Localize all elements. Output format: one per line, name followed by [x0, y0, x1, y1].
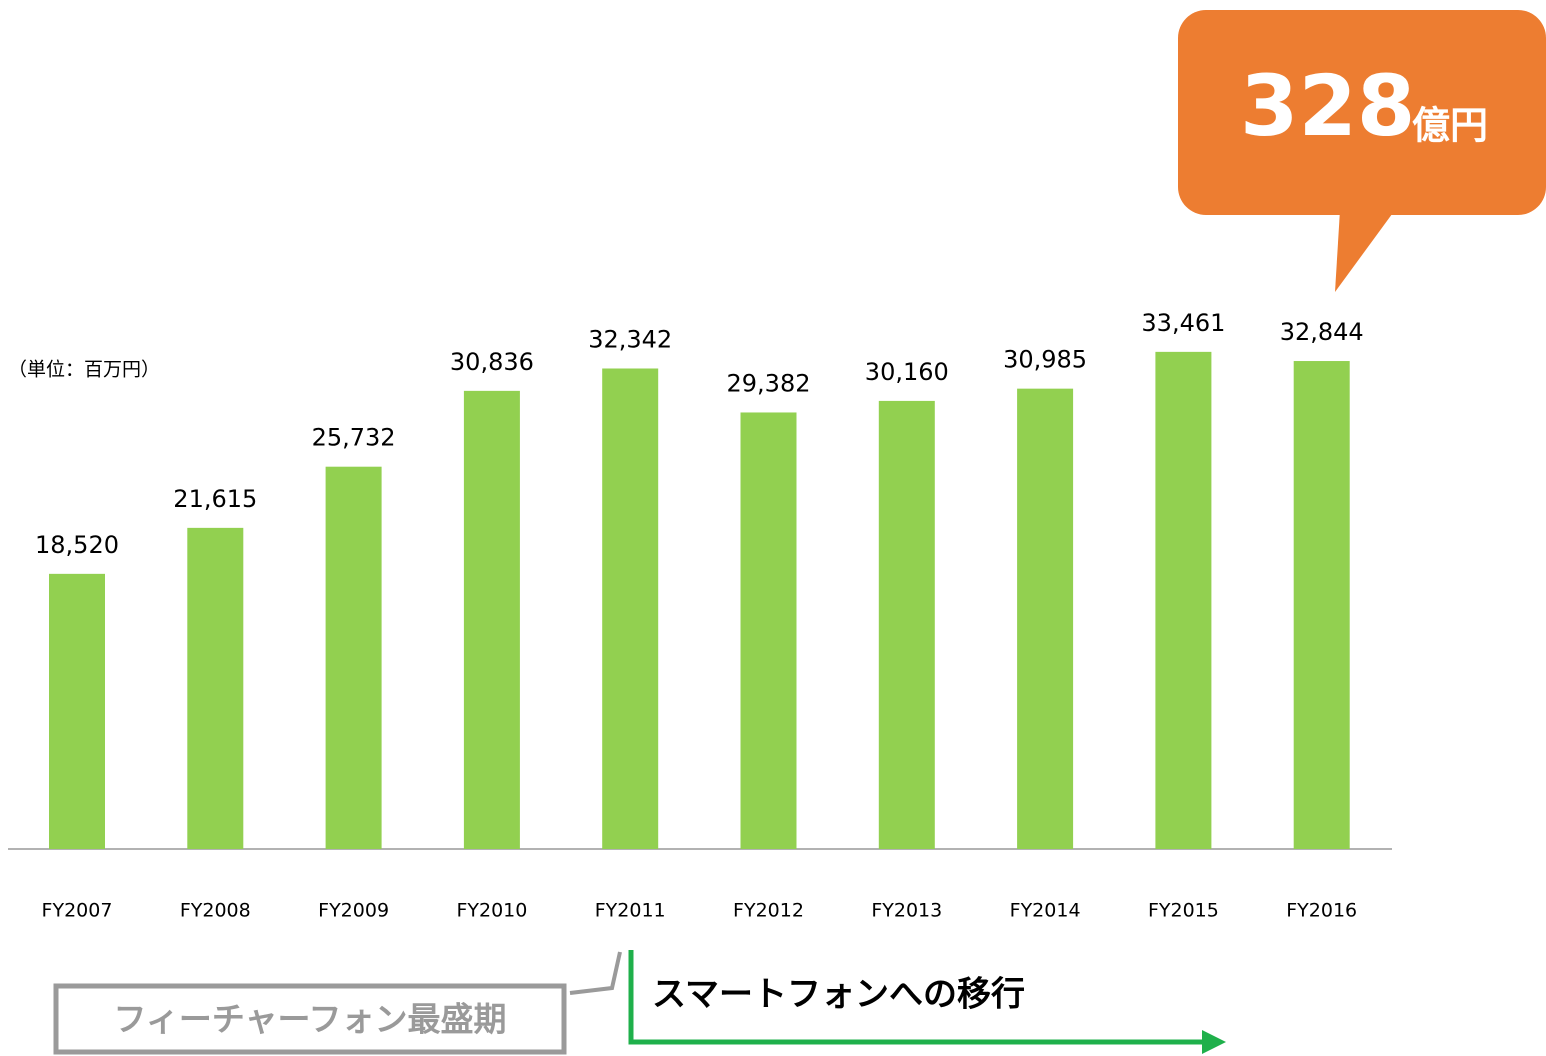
callout-box — [1178, 10, 1546, 215]
bar — [49, 573, 105, 849]
bar — [602, 368, 659, 849]
bar — [1017, 388, 1074, 849]
data-label: 25,732 — [312, 424, 396, 452]
bar — [187, 527, 244, 849]
x-tick-label: FY2015 — [1148, 900, 1219, 922]
callout-number: 328 — [1240, 57, 1415, 155]
unit-label: （単位：百万円） — [8, 359, 160, 381]
bar — [325, 466, 382, 849]
data-label: 18,520 — [35, 531, 119, 559]
x-tick-label: FY2016 — [1286, 900, 1357, 922]
x-tick-label: FY2012 — [733, 900, 804, 922]
arrow-line — [628, 950, 1205, 1045]
data-label: 33,461 — [1141, 309, 1225, 337]
data-label: 30,836 — [450, 348, 534, 376]
data-label: 30,985 — [1003, 346, 1087, 374]
note-connector — [569, 951, 622, 995]
callout-tail — [1335, 210, 1395, 292]
bar — [1293, 361, 1350, 849]
data-label: 32,342 — [588, 325, 672, 353]
bar — [463, 390, 520, 849]
data-label: 21,615 — [173, 485, 257, 513]
data-label: 30,160 — [865, 358, 949, 386]
bar — [878, 400, 935, 849]
data-label: 32,844 — [1280, 318, 1364, 346]
x-tick-label: FY2010 — [456, 900, 527, 922]
x-tick-label: FY2013 — [871, 900, 942, 922]
bar — [1155, 351, 1212, 849]
x-tick-label: FY2009 — [318, 900, 389, 922]
arrow-head — [1202, 1030, 1226, 1054]
x-tick-label: FY2007 — [42, 900, 113, 922]
note-box — [53, 983, 567, 1055]
note-text: スマートフォンへの移行 — [652, 975, 1025, 1015]
smartphone-note: スマートフォンへの移行 — [628, 950, 1226, 1054]
callout-unit: 億円 — [1412, 104, 1488, 148]
callout: 328 億円 — [1178, 10, 1546, 292]
note-text: フィーチャーフォン最盛期 — [113, 1000, 506, 1039]
x-tick-label: FY2014 — [1010, 900, 1081, 922]
feature-phone-note: フィーチャーフォン最盛期 — [53, 951, 622, 1055]
x-tick-label: FY2011 — [595, 900, 666, 922]
data-label: 29,382 — [727, 369, 811, 397]
bar — [740, 412, 797, 849]
x-tick-label: FY2008 — [180, 900, 251, 922]
